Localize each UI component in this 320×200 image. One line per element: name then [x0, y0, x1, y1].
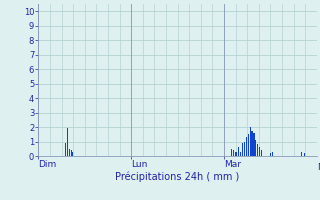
Bar [69, 149, 70, 156]
Bar [67, 128, 68, 156]
Bar [240, 152, 241, 156]
Bar [231, 149, 232, 156]
Bar [235, 152, 236, 156]
Bar [72, 152, 73, 156]
Bar [272, 152, 273, 156]
Bar [259, 147, 260, 156]
X-axis label: Précipitations 24h ( mm ): Précipitations 24h ( mm ) [116, 172, 240, 182]
Bar [255, 140, 257, 156]
Bar [270, 153, 271, 156]
Text: Mer: Mer [317, 163, 320, 172]
Bar [244, 142, 245, 156]
Bar [238, 147, 239, 156]
Bar [233, 150, 234, 156]
Bar [301, 152, 302, 156]
Bar [65, 143, 66, 156]
Bar [246, 137, 247, 156]
Bar [248, 134, 249, 156]
Bar [257, 144, 259, 156]
Bar [242, 143, 243, 156]
Bar [253, 133, 254, 156]
Bar [236, 152, 237, 156]
Bar [250, 127, 251, 156]
Bar [261, 150, 262, 156]
Bar [71, 150, 72, 156]
Bar [304, 153, 305, 156]
